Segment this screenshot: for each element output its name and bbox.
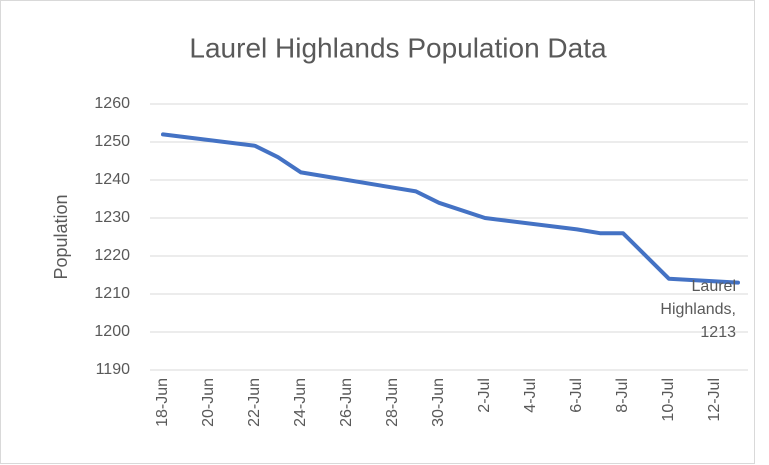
y-axis-label: Population	[51, 194, 71, 279]
y-tick-label: 1250	[94, 133, 130, 150]
y-tick-label: 1200	[94, 323, 130, 340]
x-tick-label: 4-Jul	[522, 378, 539, 413]
x-tick-label: 24-Jun	[292, 378, 309, 427]
data-label-line: Highlands,	[660, 301, 736, 318]
x-tick-label: 20-Jun	[200, 378, 217, 427]
y-tick-label: 1220	[94, 247, 130, 264]
x-tick-label: 26-Jun	[338, 378, 355, 427]
data-label: Laurel Highlands, 1213	[660, 278, 736, 341]
x-tick-label: 22-Jun	[246, 378, 263, 427]
x-tick-label: 18-Jun	[154, 378, 171, 427]
x-tick-label: 12-Jul	[706, 378, 723, 422]
line	[161, 132, 740, 285]
x-tick-label: 6-Jul	[568, 378, 585, 413]
y-tick-label: 1260	[94, 95, 130, 112]
data-label-value: 1213	[700, 324, 736, 341]
x-tick-label: 10-Jul	[660, 378, 677, 422]
x-tick-label: 28-Jun	[384, 378, 401, 427]
y-tick-label: 1190	[96, 361, 131, 378]
y-tick-label: 1240	[94, 171, 130, 188]
chart-border	[0, 0, 755, 464]
y-tick-label: 1230	[94, 209, 130, 226]
y-tick-label: 1210	[94, 285, 130, 302]
chart-title: Laurel Highlands Population Data	[189, 32, 607, 63]
x-tick-label: 30-Jun	[430, 378, 447, 427]
data-label-line: Laurel	[692, 278, 736, 295]
x-tick-label: 2-Jul	[476, 378, 493, 413]
x-tick-label: 8-Jul	[614, 378, 631, 413]
